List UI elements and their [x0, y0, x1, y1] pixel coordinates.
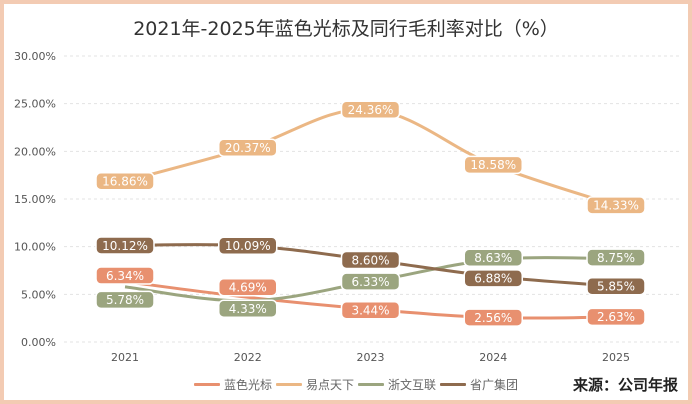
data-label: 6.34%	[95, 266, 155, 285]
data-label: 16.86%	[95, 172, 155, 191]
data-point	[95, 172, 155, 191]
data-point	[218, 278, 278, 297]
data-point	[95, 290, 155, 310]
data-point	[340, 272, 401, 291]
data-point	[95, 236, 155, 255]
data-label-text: 10.09%	[225, 239, 271, 253]
data-label: 4.69%	[218, 278, 278, 297]
data-label: 5.78%	[95, 290, 155, 310]
data-label-text: 2.56%	[474, 311, 512, 325]
data-point	[340, 100, 401, 120]
y-tick-label: 10.00%	[14, 241, 56, 254]
data-label-text: 16.86%	[102, 175, 148, 189]
x-tick-label: 2023	[357, 351, 385, 364]
x-tick-label: 2022	[234, 351, 262, 364]
data-label-text: 6.34%	[106, 269, 144, 283]
data-label-text: 5.85%	[597, 280, 635, 294]
data-label: 8.60%	[340, 250, 401, 270]
data-label-text: 8.60%	[351, 253, 389, 267]
source-note: 来源：公司年报	[572, 376, 678, 394]
data-point	[218, 299, 278, 318]
y-tick-label: 20.00%	[14, 145, 56, 158]
data-label: 20.37%	[218, 138, 278, 158]
legend-label: 蓝色光标	[224, 378, 273, 392]
data-label: 2.63%	[586, 307, 646, 327]
x-tick-label: 2025	[602, 351, 630, 364]
data-label: 24.36%	[340, 100, 401, 120]
legend-label: 浙文互联	[388, 378, 437, 392]
series-line	[124, 108, 617, 207]
data-label-text: 14.33%	[593, 199, 639, 213]
data-label-text: 8.75%	[597, 251, 635, 265]
data-point	[463, 248, 523, 267]
line-chart: 0.00% 5.00% 10.00% 15.00% 20.00% 25.00% 30.00%…	[14, 50, 679, 364]
data-label: 5.85%	[586, 276, 646, 296]
y-tick-label: 25.00%	[14, 98, 56, 111]
data-label: 8.75%	[586, 248, 646, 267]
data-label-text: 24.36%	[348, 103, 394, 117]
legend-label: 易点天下	[306, 378, 355, 392]
data-label-text: 18.58%	[470, 158, 516, 172]
y-tick-label: 15.00%	[14, 193, 56, 206]
data-label: 6.33%	[340, 272, 401, 291]
y-tick-label: 0.00%	[21, 336, 56, 349]
data-label: 18.58%	[463, 155, 523, 175]
data-point	[586, 196, 646, 215]
data-point	[340, 250, 401, 270]
data-label: 6.88%	[463, 269, 523, 288]
data-label: 8.63%	[463, 248, 523, 267]
data-point	[586, 276, 646, 296]
data-label-text: 4.33%	[229, 302, 267, 316]
chart-title: 2021年-2025年蓝色光标及同行毛利率对比（%）	[133, 18, 559, 40]
data-point	[463, 308, 523, 327]
legend-swatch	[276, 383, 303, 386]
data-label-text: 3.44%	[351, 304, 389, 318]
data-point	[218, 138, 278, 158]
data-point	[463, 269, 523, 288]
data-label-text: 6.33%	[351, 275, 389, 289]
data-label-text: 10.12%	[102, 239, 148, 253]
data-label-text: 5.78%	[106, 293, 144, 307]
legend-swatch	[358, 383, 385, 386]
y-tick-label: 30.00%	[14, 50, 56, 63]
legend: 蓝色光标 易点天下 浙文互联 省广集团	[194, 376, 522, 393]
y-tick-label: 5.00%	[21, 288, 56, 301]
data-label: 4.33%	[218, 299, 278, 318]
data-label: 10.12%	[95, 236, 155, 255]
data-label: 2.56%	[463, 308, 523, 327]
data-label-text: 6.88%	[474, 272, 512, 286]
legend-item[interactable]: 省广集团	[440, 376, 518, 393]
legend-item[interactable]: 蓝色光标	[194, 376, 272, 393]
data-point	[95, 266, 155, 285]
data-label: 10.09%	[218, 236, 278, 256]
legend-item[interactable]: 易点天下	[276, 376, 354, 393]
data-label-text: 20.37%	[225, 141, 271, 155]
data-point	[463, 155, 523, 175]
data-point	[586, 307, 646, 327]
legend-swatch	[440, 383, 467, 386]
data-point	[340, 300, 401, 320]
legend-swatch	[194, 383, 220, 386]
x-tick-label: 2021	[111, 351, 139, 364]
data-point	[218, 236, 278, 256]
x-tick-label: 2024	[479, 351, 507, 364]
legend-item[interactable]: 浙文互联	[358, 376, 436, 393]
legend-label: 省广集团	[470, 378, 519, 392]
data-label-text: 2.63%	[597, 310, 635, 324]
data-point	[586, 248, 646, 267]
data-label: 14.33%	[586, 196, 646, 215]
data-label: 3.44%	[340, 300, 401, 320]
data-label-text: 8.63%	[474, 251, 512, 265]
data-label-text: 4.69%	[229, 281, 267, 295]
